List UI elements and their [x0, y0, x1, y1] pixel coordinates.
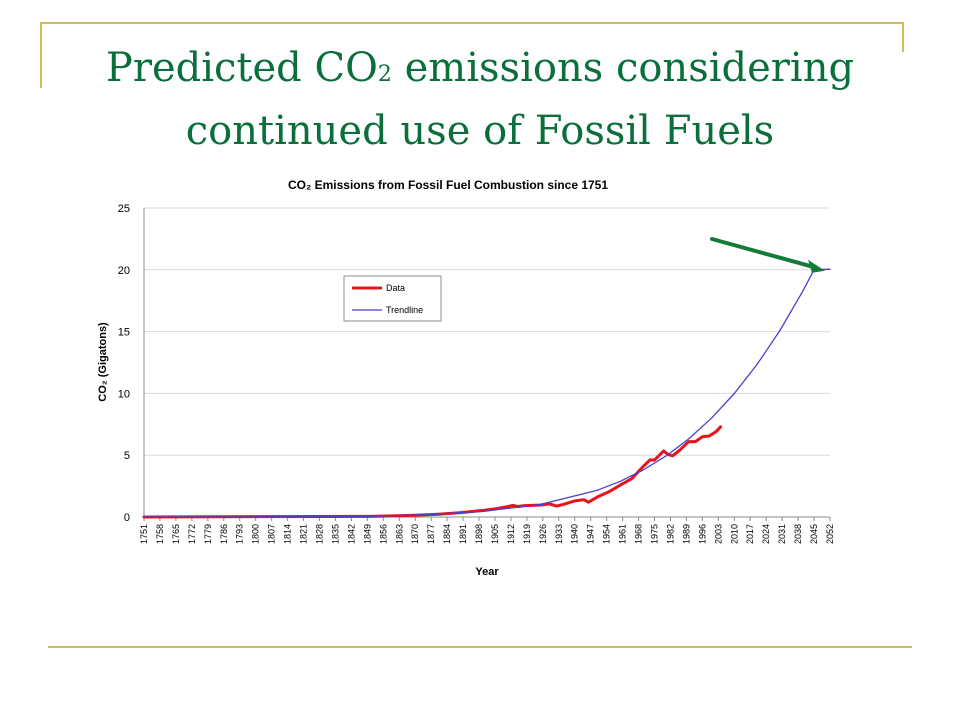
x-tick-label-1821: 1821: [299, 524, 309, 544]
x-tick-label-2017: 2017: [745, 524, 755, 544]
x-tick-label-1779: 1779: [203, 524, 213, 544]
x-tick-label-1772: 1772: [187, 524, 197, 544]
x-tick-label-2052: 2052: [825, 524, 835, 544]
y-tick-label-10: 10: [118, 388, 130, 400]
x-tick-label-1877: 1877: [426, 524, 436, 544]
series-line-trendline: [143, 268, 831, 518]
slide-title-part2: emissions considering: [391, 45, 855, 91]
x-tick-label-2024: 2024: [761, 524, 771, 544]
y-tick-label-20: 20: [118, 265, 130, 277]
y-tick-label-25: 25: [118, 203, 130, 215]
x-tick-label-1814: 1814: [283, 524, 293, 544]
x-tick-label-1793: 1793: [235, 524, 245, 544]
slide-title-subscript: 2: [377, 62, 392, 87]
legend-label-trendline: Trendline: [386, 305, 423, 315]
x-tick-label-1954: 1954: [602, 524, 612, 544]
x-tick-label-1835: 1835: [330, 524, 340, 544]
slide-title-line2: continued use of Fossil Fuels: [185, 108, 775, 154]
y-tick-label-15: 15: [118, 327, 130, 339]
slide-title-line1: Predicted CO2 emissions considering: [60, 40, 900, 103]
x-tick-label-2003: 2003: [713, 524, 723, 544]
chart-title: CO₂ Emissions from Fossil Fuel Combustio…: [288, 178, 608, 192]
x-tick-label-1870: 1870: [410, 524, 420, 544]
x-tick-label-1989: 1989: [681, 524, 691, 544]
series-line-data: [142, 425, 723, 519]
slide-frame-left: [40, 22, 42, 88]
x-tick-label-1765: 1765: [171, 524, 181, 544]
x-tick-label-1800: 1800: [251, 524, 261, 544]
x-tick-label-1828: 1828: [314, 524, 324, 544]
x-tick-label-1961: 1961: [618, 524, 628, 544]
x-tick-label-1905: 1905: [490, 524, 500, 544]
slide-frame-top: [40, 22, 904, 24]
x-tick-label-1863: 1863: [394, 524, 404, 544]
x-tick-label-1933: 1933: [554, 524, 564, 544]
x-tick-label-2045: 2045: [809, 524, 819, 544]
x-tick-label-2038: 2038: [793, 524, 803, 544]
x-tick-label-1940: 1940: [570, 524, 580, 544]
x-tick-label-1758: 1758: [155, 524, 165, 544]
x-tick-label-1968: 1968: [634, 524, 644, 544]
y-tick-label-5: 5: [124, 450, 130, 462]
x-tick-label-1947: 1947: [586, 524, 596, 544]
x-tick-label-1919: 1919: [522, 524, 532, 544]
x-tick-label-1807: 1807: [267, 524, 277, 544]
x-tick-label-1982: 1982: [665, 524, 675, 544]
x-axis-label: Year: [475, 566, 499, 578]
annotation-arrow-shaft: [710, 237, 815, 269]
x-tick-label-1975: 1975: [650, 524, 660, 544]
x-tick-label-1884: 1884: [442, 524, 452, 544]
x-tick-label-1912: 1912: [506, 524, 516, 544]
x-tick-label-1996: 1996: [697, 524, 707, 544]
x-tick-label-1842: 1842: [346, 524, 356, 544]
legend-label-data: Data: [386, 283, 405, 293]
y-tick-label-0: 0: [124, 512, 130, 524]
slide-title-part1: Predicted CO: [105, 45, 378, 91]
x-tick-label-1751: 1751: [139, 524, 149, 544]
x-tick-label-2010: 2010: [729, 524, 739, 544]
x-tick-label-1849: 1849: [362, 524, 372, 544]
x-tick-label-1891: 1891: [458, 524, 468, 544]
x-tick-label-1786: 1786: [219, 524, 229, 544]
x-tick-label-1856: 1856: [378, 524, 388, 544]
y-axis-label: CO₂ (Gigatons): [97, 322, 109, 402]
slide-frame-bottom: [48, 646, 912, 648]
x-tick-label-1898: 1898: [474, 524, 484, 544]
annotation-arrow-head: [808, 259, 825, 273]
x-tick-label-1926: 1926: [538, 524, 548, 544]
legend-box: [343, 275, 442, 322]
slide-frame-right: [902, 22, 904, 52]
x-tick-label-2031: 2031: [777, 524, 787, 544]
slide-title: Predicted CO2 emissions considering cont…: [60, 40, 900, 159]
